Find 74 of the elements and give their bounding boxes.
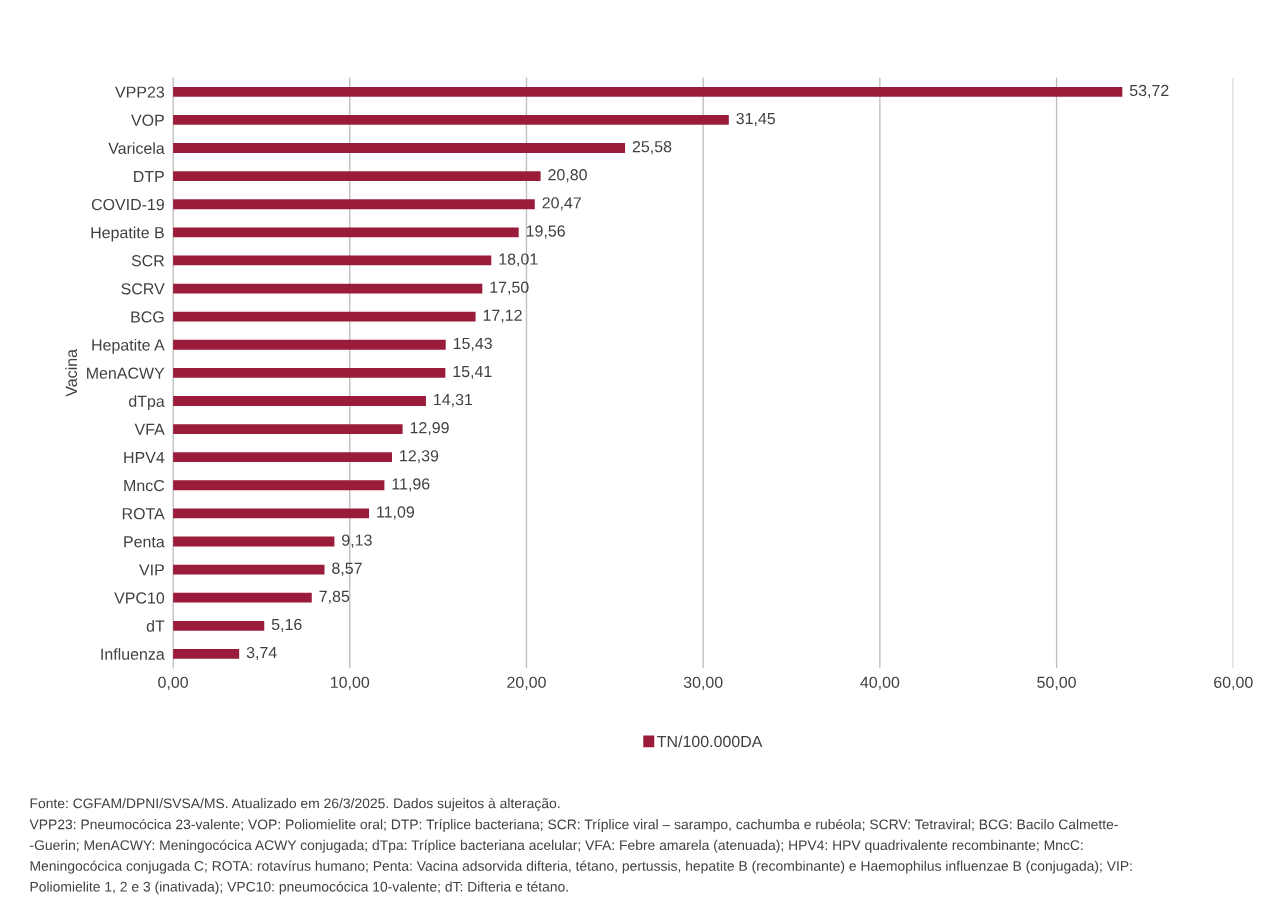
bar bbox=[173, 508, 370, 519]
x-tick-label: 40,00 bbox=[860, 676, 900, 690]
data-label: 15,41 bbox=[453, 366, 492, 380]
y-tick-label: VOP bbox=[131, 114, 164, 126]
data-label: 18,01 bbox=[499, 253, 538, 267]
y-tick-label: SCR bbox=[131, 255, 164, 267]
y-tick-label: VFA bbox=[134, 423, 165, 435]
x-tick-label: 30,00 bbox=[683, 676, 723, 690]
y-tick-label: HPV4 bbox=[124, 451, 165, 463]
y-tick-label: VIP bbox=[139, 564, 164, 576]
bar bbox=[173, 115, 729, 125]
y-tick-label: Influenza bbox=[101, 648, 165, 660]
bar bbox=[173, 564, 325, 575]
bar bbox=[173, 199, 535, 210]
x-tick-label: 10,00 bbox=[331, 676, 370, 690]
bar bbox=[173, 171, 541, 182]
x-tick-label: 50,00 bbox=[1037, 676, 1076, 690]
bar bbox=[173, 480, 385, 491]
data-label: 7,85 bbox=[319, 590, 350, 604]
y-tick-label: BCG bbox=[131, 311, 164, 323]
data-label: 19,56 bbox=[526, 225, 565, 239]
bar bbox=[173, 283, 483, 294]
data-label: 15,43 bbox=[453, 337, 492, 351]
text: VPP23: Pneumocócica 23-valente; VOP: Poliomielite oral; DTP: Tríplice bacteriana; SCR: Tríplice viral – sarampo, cachumba e rubéola; SCRV: Tetraviral; BCG: Bacilo Calmette- -Guerin; MenACWY: Meningocócica ACWY conjugada; dTpa: Tríplice bacteriana acelular; VFA: Febre amarela (atenuada); HPV4: HPV quadrivalente recombinante; MncC: Meningocócica conjugada C; ROTA: rotavírus humano; Penta: Vacina adsorvida difteria, tétano, pertussis, hepatite B (recombinante) e Haemophilus influenzae B (conjugada); VIP: Poliomielite 1, 2 e 3 (inativada); VPC10: pneumocócica 10-valente; dT: Difteria e tétano. bbox=[29, 818, 1132, 895]
y-tick-label: DTP bbox=[134, 170, 164, 182]
bar bbox=[173, 396, 426, 406]
bar bbox=[173, 536, 335, 547]
data-label: 17,12 bbox=[483, 309, 522, 323]
bar bbox=[173, 648, 240, 659]
data-label: 17,50 bbox=[490, 281, 529, 295]
data-label: 12,99 bbox=[410, 422, 449, 436]
y-tick-label: COVID-19 bbox=[91, 198, 164, 211]
y-tick-label: VPC10 bbox=[114, 592, 165, 604]
y-tick-label: Hepatite A bbox=[92, 338, 165, 354]
data-label: 3,74 bbox=[246, 646, 277, 661]
bar bbox=[173, 311, 476, 322]
x-tick-label: 20,00 bbox=[507, 676, 546, 690]
data-label: 20,80 bbox=[548, 169, 587, 183]
y-tick-label: dT bbox=[146, 620, 165, 632]
bar bbox=[173, 143, 626, 153]
y-tick-label: Hepatite B bbox=[91, 226, 164, 242]
x-tick-label: 0,00 bbox=[158, 676, 188, 690]
data-label: 9,13 bbox=[342, 534, 372, 548]
data-label: 12,39 bbox=[400, 450, 439, 464]
y-tick-label: MenACWY bbox=[87, 367, 165, 379]
bar bbox=[173, 424, 403, 434]
bar bbox=[173, 86, 1123, 97]
data-label: 25,58 bbox=[632, 141, 672, 155]
y-tick-label: Varicela bbox=[108, 142, 165, 154]
y-tick-label: dTpa bbox=[129, 395, 165, 411]
bar bbox=[173, 452, 392, 463]
y-tick-label: SCRV bbox=[121, 283, 165, 295]
data-label: 53,72 bbox=[1129, 84, 1169, 98]
bar bbox=[173, 592, 312, 603]
bar bbox=[173, 339, 446, 350]
data-label: 14,31 bbox=[434, 393, 473, 408]
bar bbox=[173, 255, 492, 266]
bar bbox=[173, 620, 265, 631]
y-axis-title: Vacina bbox=[65, 349, 78, 397]
data-label: 31,45 bbox=[736, 112, 776, 127]
data-label: 8,57 bbox=[332, 562, 362, 576]
y-tick-label: Penta bbox=[124, 536, 165, 548]
y-tick-label: MncC bbox=[124, 479, 165, 492]
x-tick-label: 60,00 bbox=[1214, 676, 1253, 690]
bar bbox=[173, 227, 519, 238]
y-tick-label: ROTA bbox=[122, 508, 165, 520]
data-label: 5,16 bbox=[271, 618, 302, 632]
y-tick-label: VPP23 bbox=[115, 86, 165, 98]
source-note: Fonte: CGFAM/DPNI/SVSA/MS. Atualizado em 26/3/2025. Dados sujeitos à alteração. bbox=[30, 797, 560, 812]
data-label: 11,09 bbox=[377, 506, 415, 520]
bar bbox=[173, 367, 446, 378]
data-label: 11,96 bbox=[392, 478, 430, 492]
data-label: 20,47 bbox=[542, 197, 581, 211]
legend-label: TN/100.000DA bbox=[657, 735, 763, 748]
